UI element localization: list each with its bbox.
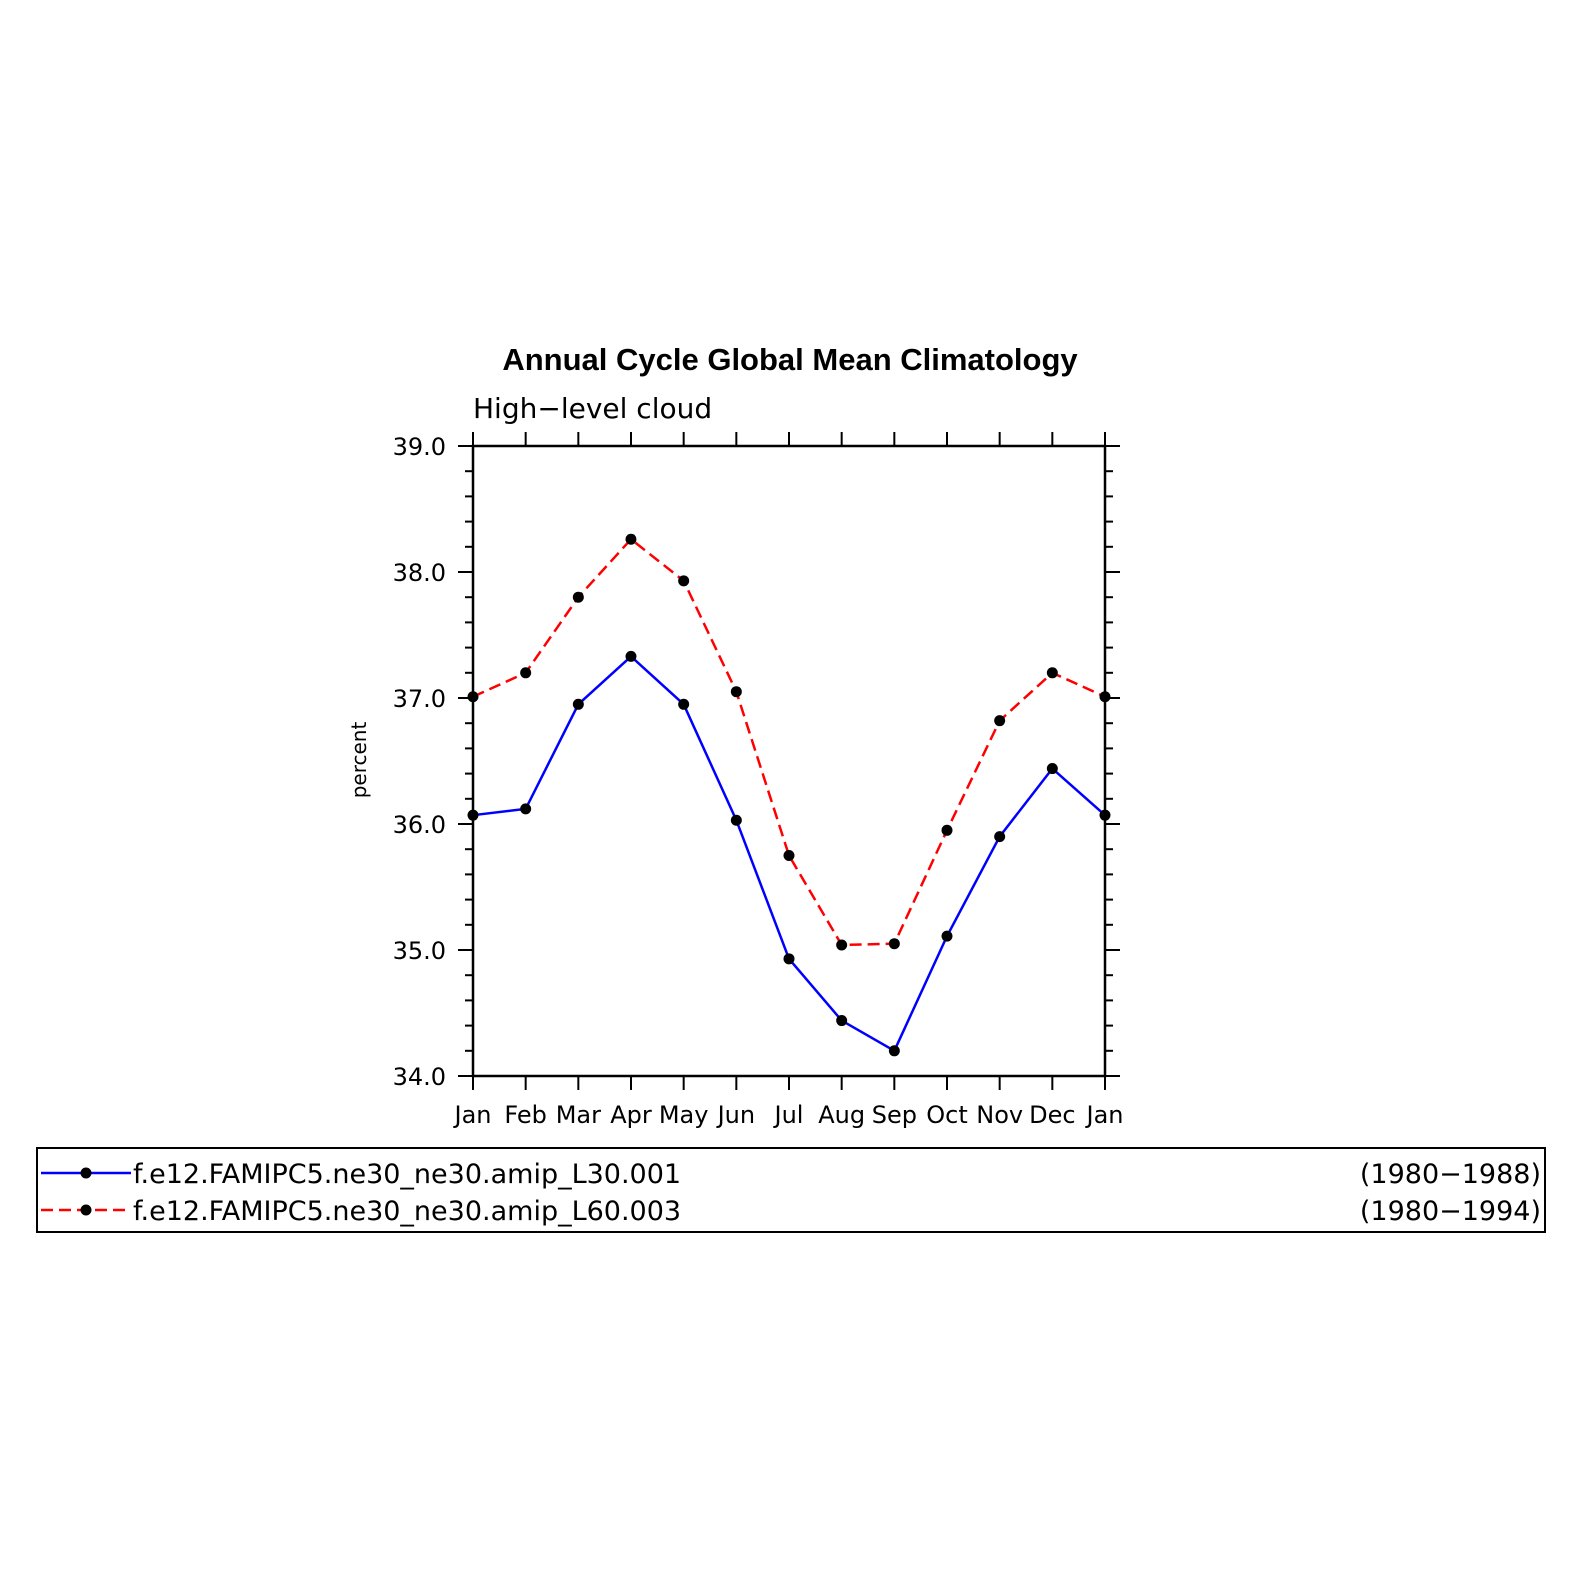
- legend-box: [36, 1147, 1546, 1233]
- data-point: [941, 930, 953, 942]
- data-point: [783, 953, 795, 965]
- x-tick-label: Apr: [610, 1101, 652, 1129]
- data-point: [1046, 763, 1058, 775]
- x-tick-labels: Jan Feb Mar Apr May Jun Jul Aug Sep Oct Nov Dec Jan: [453, 1101, 1124, 1129]
- legend-item: f.e12.FAMIPC5.ne30_ne30.amip_L60.003 (198…: [41, 1196, 1541, 1227]
- data-point: [572, 698, 584, 710]
- x-tick-label: Mar: [556, 1101, 601, 1129]
- data-point: [783, 850, 795, 861]
- legend-series-period: (1980−1994): [1360, 1196, 1541, 1227]
- data-point: [836, 1015, 848, 1027]
- data-point: [994, 715, 1006, 727]
- x-tick-label: Oct: [926, 1101, 968, 1129]
- series-line: [472, 537, 1106, 947]
- data-point: [625, 650, 637, 662]
- x-tick-label: Nov: [976, 1101, 1023, 1129]
- data-point: [625, 533, 637, 545]
- data-point: [836, 939, 848, 951]
- data-point: [730, 814, 742, 826]
- y-tick-labels: 34.0 35.0 36.0 37.0 38.0 39.0: [393, 433, 446, 1091]
- data-point: [941, 824, 953, 836]
- data-point: [994, 831, 1006, 843]
- data-point: [520, 667, 532, 679]
- y-tick-label: 39.0: [393, 433, 446, 461]
- legend-marker: [80, 1167, 92, 1179]
- y-tick-label: 38.0: [393, 559, 446, 587]
- legend: f.e12.FAMIPC5.ne30_ne30.amip_L30.001 (198…: [36, 1147, 1546, 1233]
- x-tick-label: Aug: [818, 1101, 865, 1129]
- data-point: [520, 803, 532, 815]
- x-tick-label: May: [659, 1101, 709, 1129]
- data-point: [678, 575, 690, 587]
- x-tick-label: Jan: [453, 1101, 492, 1129]
- x-tick-label: Sep: [872, 1101, 917, 1129]
- series-lines: [467, 533, 1111, 1057]
- y-tick-label: 37.0: [393, 685, 446, 713]
- y-axis-label: percent: [347, 722, 371, 799]
- data-point: [572, 591, 584, 603]
- x-tick-label: Jun: [716, 1101, 756, 1129]
- data-point: [888, 938, 900, 950]
- legend-series-name: f.e12.FAMIPC5.ne30_ne30.amip_L30.001: [133, 1159, 681, 1190]
- legend-item: f.e12.FAMIPC5.ne30_ne30.amip_L30.001 (198…: [41, 1159, 1541, 1190]
- y-tick-label: 34.0: [393, 1063, 446, 1091]
- chart-title: Annual Cycle Global Mean Climatology: [502, 342, 1078, 377]
- axis-ticks: [458, 432, 1120, 1090]
- x-tick-label: Dec: [1029, 1101, 1075, 1129]
- legend-series-period: (1980−1988): [1360, 1159, 1541, 1190]
- x-tick-label: Feb: [504, 1101, 547, 1129]
- data-point: [888, 1045, 900, 1057]
- data-point: [730, 686, 742, 698]
- legend-marker: [80, 1204, 92, 1216]
- y-tick-label: 35.0: [393, 937, 446, 965]
- series-2: [467, 533, 1111, 951]
- legend-series-name: f.e12.FAMIPC5.ne30_ne30.amip_L60.003: [133, 1196, 681, 1227]
- y-tick-label: 36.0: [393, 811, 446, 839]
- x-tick-label: Jan: [1085, 1101, 1124, 1129]
- series-1: [467, 650, 1111, 1057]
- plot-frame: [471, 444, 1107, 1078]
- chart-subtitle: High−level cloud: [473, 392, 712, 425]
- data-point: [1046, 667, 1058, 679]
- legend-items: f.e12.FAMIPC5.ne30_ne30.amip_L30.001 (198…: [41, 1159, 1541, 1227]
- x-tick-label: Jul: [773, 1101, 804, 1129]
- data-point: [678, 698, 690, 710]
